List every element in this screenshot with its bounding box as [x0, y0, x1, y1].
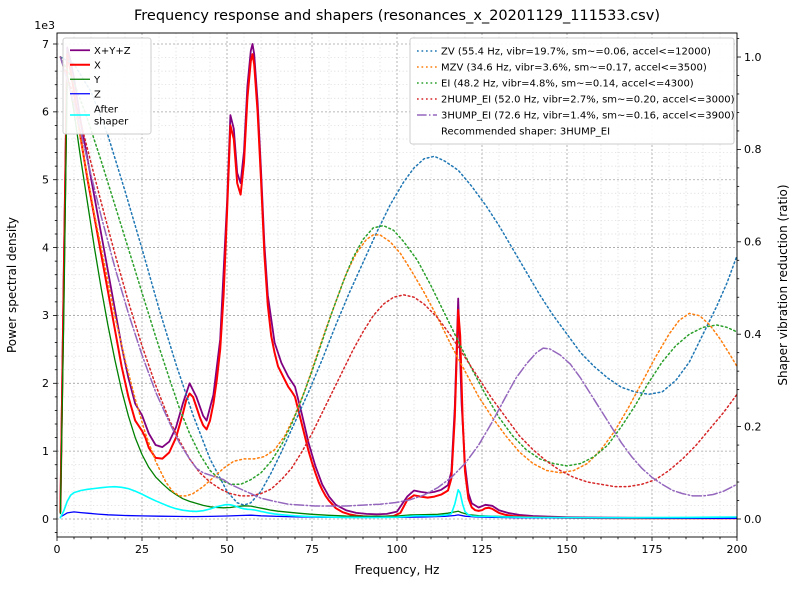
y-right-tick-label: 0.6: [744, 236, 762, 249]
legend-label: shaper: [94, 117, 129, 128]
y-axis-offset-text: 1e3: [34, 19, 55, 32]
curve-mzv: [59, 56, 737, 497]
y-left-tick-label: 6: [42, 106, 49, 119]
axes: 0 25 50 75 100 125 150 175 200 0 1 2 3 4 5 6 7 0.0 0.2 0.4 0…: [42, 38, 762, 556]
legend-label: Y: [93, 75, 101, 86]
psd-curves: [59, 43, 737, 520]
legend-label: Z: [94, 89, 101, 100]
legend-label: Recommended shaper: 3HUMP_EI: [441, 127, 610, 138]
y-right-axis-label: Shaper vibration reduction (ratio): [776, 184, 790, 385]
y-right-tick-label: 0.4: [744, 328, 762, 341]
y-right-tick-label: 0.2: [744, 420, 762, 433]
legend-label: 3HUMP_EI (72.6 Hz, vibr=1.4%, sm~=0.16, …: [441, 111, 735, 122]
y-right-tick-label: 0.0: [744, 513, 762, 526]
y-left-tick-label: 0: [42, 513, 49, 526]
y-left-tick-label: 5: [42, 174, 49, 187]
legend-label: After: [94, 105, 119, 116]
legend-label: EI (48.2 Hz, vibr=4.8%, sm~=0.14, accel<…: [441, 79, 694, 90]
y-right-tick-label: 1.0: [744, 51, 762, 64]
x-tick-label: 25: [135, 543, 149, 556]
curve-x: [59, 53, 737, 520]
legend-shapers: ZV (55.4 Hz, vibr=19.7%, sm~=0.06, accel…: [409, 37, 735, 145]
curve-z: [59, 511, 737, 519]
legend-shapers-box: [409, 37, 735, 145]
curve-ei: [59, 56, 737, 486]
legend-psd-box: [62, 37, 152, 135]
y-left-tick-label: 7: [42, 38, 49, 51]
y-left-tick-label: 3: [42, 309, 49, 322]
legend-label: ZV (55.4 Hz, vibr=19.7%, sm~=0.06, accel…: [441, 47, 711, 58]
x-tick-label: 150: [557, 543, 578, 556]
curve-after-shaper: [59, 485, 737, 519]
x-tick-label: 0: [54, 543, 61, 556]
x-tick-label: 100: [387, 543, 408, 556]
x-tick-label: 50: [220, 543, 234, 556]
y-left-axis-label: Power spectral density: [5, 217, 19, 353]
x-tick-label: 175: [642, 543, 663, 556]
plot-frame: [56, 32, 738, 538]
curve-3hump-ei: [59, 56, 737, 507]
x-tick-label: 125: [472, 543, 493, 556]
chart-title: Frequency response and shapers (resonanc…: [134, 8, 660, 24]
y-right-tick-label: 0.8: [744, 143, 762, 156]
legend-label: 2HUMP_EI (52.0 Hz, vibr=2.7%, sm~=0.20, …: [441, 95, 735, 106]
x-tick-label: 200: [727, 543, 748, 556]
legend-label: MZV (34.6 Hz, vibr=3.6%, sm~=0.17, accel…: [441, 63, 707, 74]
y-left-tick-label: 1: [42, 445, 49, 458]
shaper-curves: [59, 56, 737, 507]
y-left-tick-label: 2: [42, 377, 49, 390]
x-axis-label: Frequency, Hz: [355, 563, 440, 577]
y-left-tick-label: 4: [42, 241, 49, 254]
curve-x-y-z: [59, 43, 737, 519]
legend-label: X: [94, 60, 101, 71]
legend-label: X+Y+Z: [94, 46, 131, 57]
curve-zv: [59, 56, 737, 506]
x-tick-label: 75: [305, 543, 319, 556]
curve-2hump-ei: [59, 56, 737, 497]
